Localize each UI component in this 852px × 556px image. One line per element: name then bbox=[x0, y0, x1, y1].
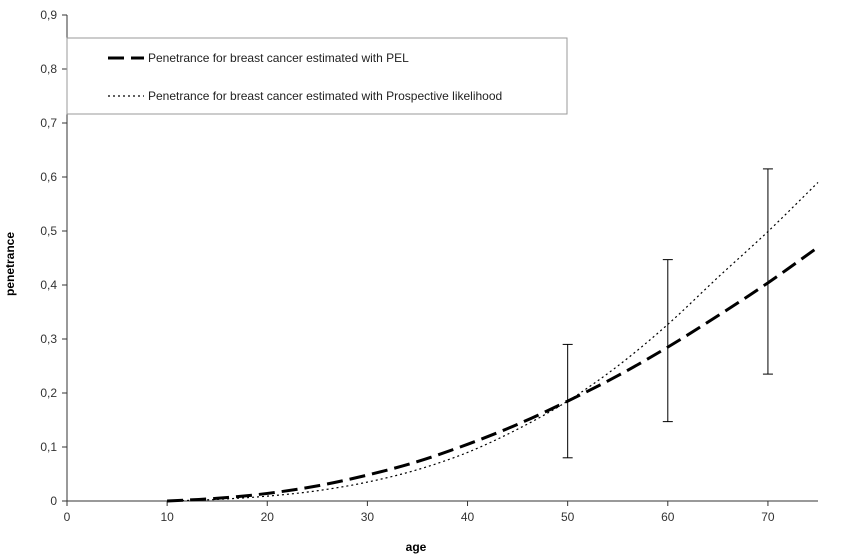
x-tick-label: 40 bbox=[461, 510, 475, 524]
y-tick-label: 0,7 bbox=[40, 116, 57, 130]
y-tick-label: 0,2 bbox=[40, 386, 57, 400]
y-tick-label: 0,4 bbox=[40, 278, 57, 292]
x-tick-label: 70 bbox=[761, 510, 775, 524]
y-axis-ticks: 0 0,1 0,2 0,3 0,4 0,5 0,6 0,7 0,8 0,9 bbox=[40, 8, 67, 508]
y-tick-label: 0 bbox=[50, 494, 57, 508]
x-tick-label: 10 bbox=[160, 510, 174, 524]
y-tick-label: 0,8 bbox=[40, 62, 57, 76]
y-tick-label: 0,6 bbox=[40, 170, 57, 184]
y-tick-label: 0,5 bbox=[40, 224, 57, 238]
x-axis-ticks: 0 10 20 30 40 50 60 70 bbox=[64, 501, 775, 524]
y-axis-title: penetrance bbox=[3, 232, 17, 296]
y-tick-label: 0,3 bbox=[40, 332, 57, 346]
error-bar bbox=[662, 259, 673, 423]
x-tick-label: 30 bbox=[361, 510, 375, 524]
x-tick-label: 60 bbox=[661, 510, 675, 524]
error-bar-layer bbox=[562, 168, 773, 459]
legend-label-pel: Penetrance for breast cancer estimated w… bbox=[148, 51, 409, 65]
legend: Penetrance for breast cancer estimated w… bbox=[66, 37, 568, 115]
x-tick-label: 50 bbox=[561, 510, 575, 524]
y-tick-label: 0,9 bbox=[40, 8, 57, 22]
x-tick-label: 20 bbox=[261, 510, 275, 524]
y-tick-label: 0,1 bbox=[40, 440, 57, 454]
series-line-prospective bbox=[167, 181, 819, 502]
series-line-pel bbox=[167, 245, 819, 503]
series-layer bbox=[167, 181, 819, 503]
error-bar bbox=[562, 343, 573, 459]
x-axis-title: age bbox=[406, 540, 427, 554]
error-bar bbox=[762, 168, 773, 375]
legend-label-prospective: Penetrance for breast cancer estimated w… bbox=[148, 89, 502, 103]
legend-box bbox=[66, 37, 568, 115]
x-tick-label: 0 bbox=[64, 510, 71, 524]
